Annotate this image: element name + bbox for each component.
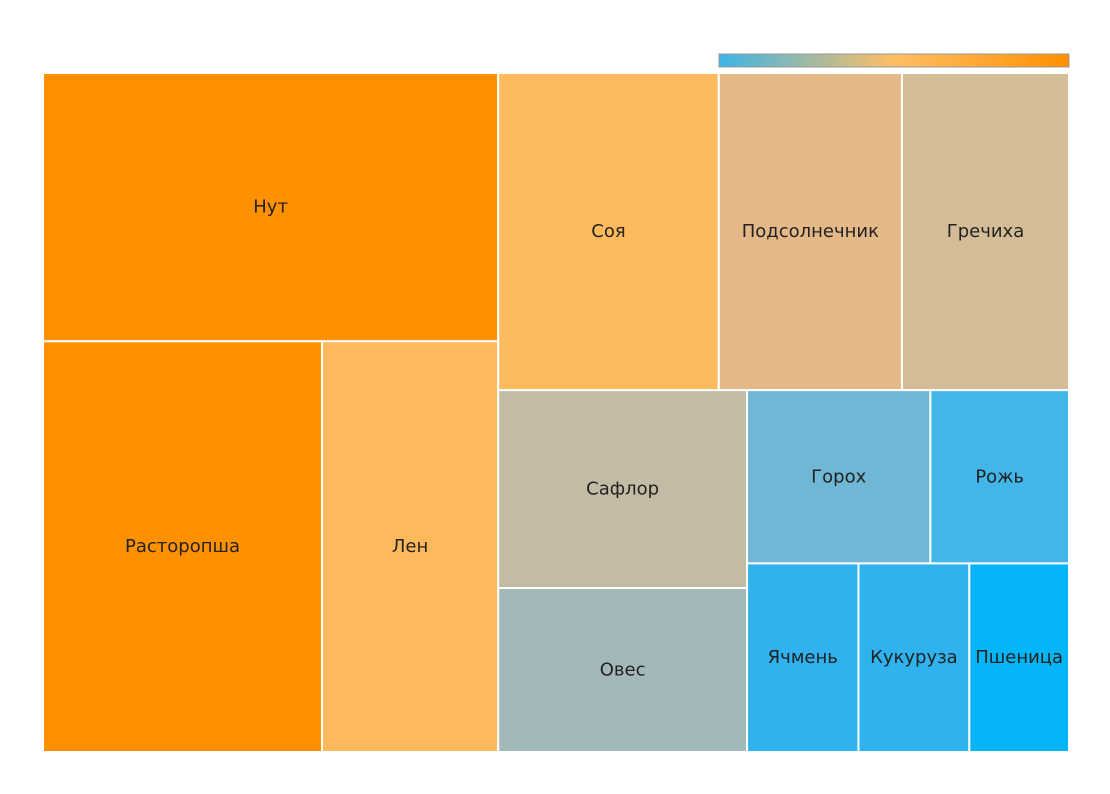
tile-rect	[717, 72, 903, 392]
tile-rect	[42, 72, 500, 343]
tile-rect	[320, 340, 500, 753]
tile-label: Соя	[591, 221, 625, 242]
tile-rect	[857, 562, 971, 753]
tile-4: Соя	[497, 72, 720, 392]
tile-rect	[42, 340, 323, 753]
tile-3: Лен	[320, 340, 500, 753]
colorbar-gradient	[718, 53, 1070, 68]
treemap-tiles: Нут Расторопша Лен Соя Подсолнечник Гречиха Са…	[42, 72, 1071, 754]
tile-9: Рожь	[929, 389, 1070, 565]
tile-12: Кукуруза	[857, 562, 971, 753]
tile-1: Нут	[42, 72, 500, 343]
tile-label: Расторопша	[125, 536, 240, 557]
colorbar	[718, 53, 1070, 68]
tile-2: Расторопша	[42, 340, 323, 753]
tile-label: Ячмень	[768, 647, 838, 668]
tile-rect	[900, 72, 1071, 392]
tile-label: Гречиха	[947, 221, 1025, 242]
tile-13: Пшеница	[968, 562, 1071, 753]
tile-label: Овес	[600, 660, 646, 681]
tile-5: Подсолнечник	[717, 72, 903, 392]
tile-rect	[746, 389, 932, 565]
tile-7: Сафлор	[497, 389, 749, 590]
tile-label: Лен	[392, 536, 428, 557]
tile-label: Сафлор	[586, 479, 659, 500]
tile-8: Горох	[746, 389, 932, 565]
tile-rect	[497, 72, 720, 392]
tile-label: Нут	[253, 197, 288, 218]
tile-10: Овес	[497, 587, 749, 754]
tile-label: Пшеница	[975, 647, 1063, 668]
tile-rect	[497, 587, 749, 754]
tile-11: Ячмень	[746, 562, 860, 753]
tile-label: Горох	[811, 466, 866, 487]
tile-6: Гречиха	[900, 72, 1071, 392]
tile-label: Кукуруза	[870, 647, 958, 668]
tile-label: Подсолнечник	[742, 221, 879, 242]
tile-rect	[968, 562, 1071, 753]
tile-label: Рожь	[975, 466, 1024, 487]
